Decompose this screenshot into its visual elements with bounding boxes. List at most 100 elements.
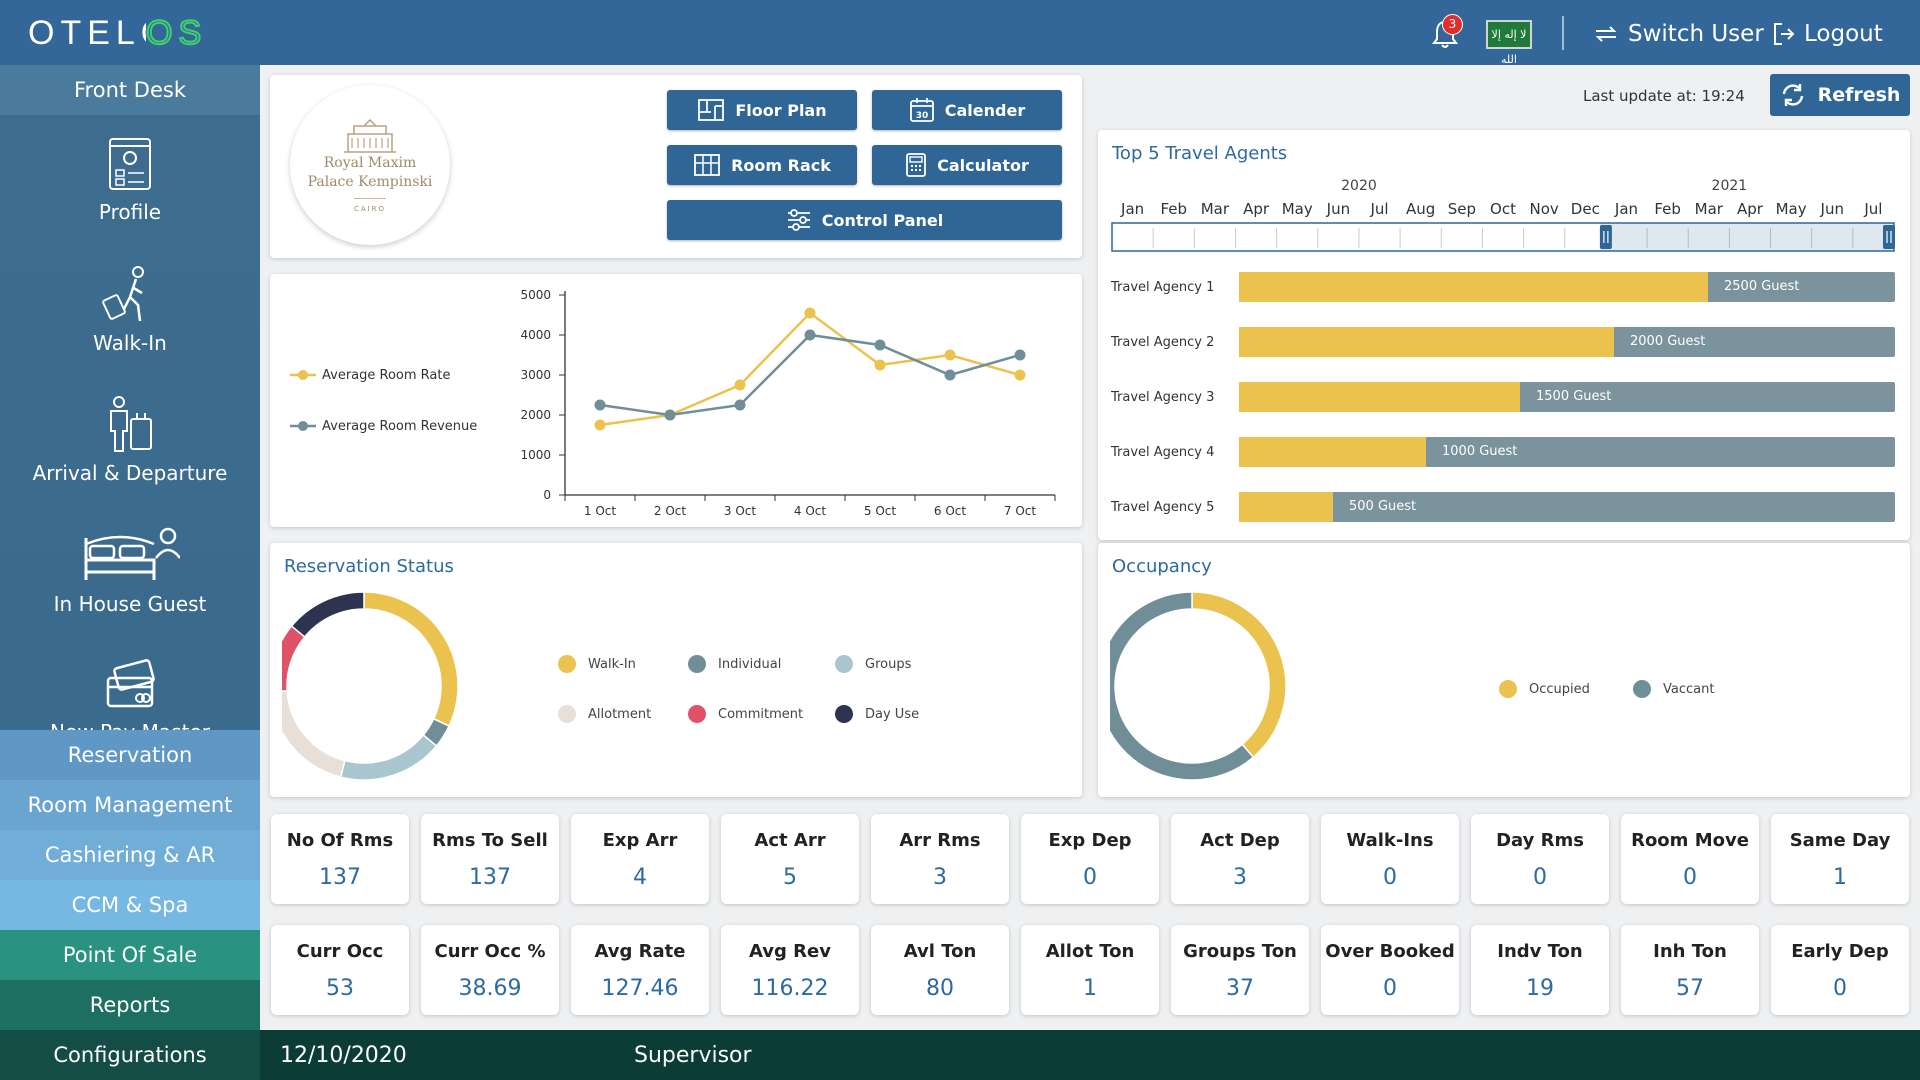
stat-tile[interactable]: Avg Rate 127.46 [571, 925, 709, 1015]
travel-agents-timeline[interactable]: 2020 2021 Jan Feb Mar Apr May Jun Jul Aug Sep Oct No… [1098, 170, 1910, 260]
menu-item-point-of-sale[interactable]: Point Of Sale [0, 930, 260, 980]
calculator-button[interactable]: Calculator [872, 145, 1062, 185]
legend-item[interactable]: Commitment [688, 705, 803, 723]
stat-tile[interactable]: Early Dep 0 [1771, 925, 1909, 1015]
timeline-month-label[interactable]: May [1776, 200, 1807, 218]
floor-plan-button[interactable]: Floor Plan [667, 90, 857, 130]
donut-slice[interactable] [363, 591, 459, 728]
data-point[interactable] [1014, 369, 1026, 381]
data-point[interactable] [804, 329, 816, 341]
data-point[interactable] [1014, 349, 1026, 361]
stat-tile[interactable]: Act Arr 5 [721, 814, 859, 904]
donut-slice[interactable] [1110, 591, 1255, 781]
sidebar-header[interactable]: Front Desk [0, 65, 260, 115]
stat-tile[interactable]: Same Day 1 [1771, 814, 1909, 904]
data-point[interactable] [804, 307, 816, 319]
timeline-month-label[interactable]: Nov [1530, 200, 1559, 218]
data-point[interactable] [874, 339, 886, 351]
legend-item[interactable]: Occupied [1499, 680, 1590, 698]
otelos-logo[interactable]: OTELOS OS [28, 12, 228, 52]
menu-item-room-management[interactable]: Room Management [0, 780, 260, 830]
donut-slice[interactable] [282, 625, 306, 692]
timeline-month-label[interactable]: Mar [1201, 200, 1230, 218]
data-point[interactable] [944, 349, 956, 361]
stat-tile[interactable]: Exp Dep 0 [1021, 814, 1159, 904]
legend-item[interactable]: Day Use [835, 705, 919, 723]
timeline-month-label[interactable]: Jan [1614, 200, 1638, 218]
stat-tile[interactable]: Walk-Ins 0 [1321, 814, 1459, 904]
timeline-month-label[interactable]: Mar [1695, 200, 1724, 218]
switch-user-button[interactable]: Switch User [1592, 18, 1764, 50]
legend-item[interactable]: Vaccant [1633, 680, 1714, 698]
stat-tile[interactable]: Arr Rms 3 [871, 814, 1009, 904]
stat-tile[interactable]: Day Rms 0 [1471, 814, 1609, 904]
language-flag-icon[interactable]: لا إله إلا الله [1486, 20, 1532, 66]
stat-tile[interactable]: Avl Ton 80 [871, 925, 1009, 1015]
timeline-month-label[interactable]: Jul [1863, 200, 1882, 218]
menu-item-reservation[interactable]: Reservation [0, 730, 260, 780]
timeline-track[interactable] [1111, 222, 1895, 252]
timeline-month-label[interactable]: Jan [1120, 200, 1144, 218]
donut-slice[interactable] [339, 734, 438, 781]
menu-item-cashiering-ar[interactable]: Cashiering & AR [0, 830, 260, 880]
donut-slice[interactable] [1191, 591, 1287, 759]
legend-item[interactable]: Groups [835, 655, 911, 673]
sidebar-tile-new-pay-master[interactable]: New Pay Master [0, 635, 260, 730]
sidebar-tile-profile[interactable]: Profile [0, 115, 260, 245]
timeline-month-label[interactable]: Sep [1448, 200, 1476, 218]
legend-item[interactable]: Individual [688, 655, 781, 673]
timeline-selection[interactable] [1599, 223, 1894, 251]
stat-tile[interactable]: No Of Rms 137 [271, 814, 409, 904]
donut-slice[interactable] [282, 690, 346, 778]
stat-tile[interactable]: Rms To Sell 137 [421, 814, 559, 904]
travel-agency-bar[interactable]: 1000 Guest [1239, 437, 1895, 467]
stat-tile[interactable]: Curr Occ 53 [271, 925, 409, 1015]
legend-item[interactable]: Allotment [558, 705, 651, 723]
sidebar-tile-in-house-guest[interactable]: In House Guest [0, 505, 260, 635]
stat-tile[interactable]: Over Booked 0 [1321, 925, 1459, 1015]
timeline-month-label[interactable]: Jun [1820, 200, 1844, 218]
timeline-month-label[interactable]: Feb [1160, 200, 1187, 218]
data-point[interactable] [664, 409, 676, 421]
travel-agency-bar[interactable]: 2000 Guest [1239, 327, 1895, 357]
travel-agency-bar[interactable]: 1500 Guest [1239, 382, 1895, 412]
data-point[interactable] [594, 419, 606, 431]
timeline-handle[interactable] [1599, 225, 1612, 249]
timeline-month-label[interactable]: Apr [1243, 200, 1270, 218]
sidebar-tile-arrival-departure[interactable]: Arrival & Departure [0, 375, 260, 505]
timeline-month-label[interactable]: Jun [1326, 200, 1350, 218]
timeline-month-label[interactable]: Oct [1490, 200, 1516, 218]
menu-item-ccm-spa[interactable]: CCM & Spa [0, 880, 260, 930]
data-point[interactable] [594, 399, 606, 411]
stat-tile[interactable]: Curr Occ % 38.69 [421, 925, 559, 1015]
stat-tile[interactable]: Exp Arr 4 [571, 814, 709, 904]
travel-agency-bar[interactable]: 500 Guest [1239, 492, 1895, 522]
data-point[interactable] [944, 369, 956, 381]
logout-button[interactable]: Logout [1772, 18, 1883, 50]
timeline-month-label[interactable]: Aug [1406, 200, 1435, 218]
stat-tile[interactable]: Avg Rev 116.22 [721, 925, 859, 1015]
travel-agency-bar[interactable]: 2500 Guest [1239, 272, 1895, 302]
timeline-month-label[interactable]: May [1282, 200, 1313, 218]
data-point[interactable] [734, 399, 746, 411]
menu-item-reports[interactable]: Reports [0, 980, 260, 1030]
stat-tile[interactable]: Groups Ton 37 [1171, 925, 1309, 1015]
timeline-month-label[interactable]: Apr [1737, 200, 1764, 218]
timeline-handle[interactable] [1883, 225, 1895, 249]
stat-tile[interactable]: Room Move 0 [1621, 814, 1759, 904]
donut-slice[interactable] [290, 591, 365, 638]
menu-item-configurations[interactable]: Configurations [0, 1030, 260, 1080]
room-rack-button[interactable]: Room Rack [667, 145, 857, 185]
timeline-month-label[interactable]: Feb [1654, 200, 1681, 218]
stat-tile[interactable]: Act Dep 3 [1171, 814, 1309, 904]
legend-item[interactable]: Walk-In [558, 655, 636, 673]
refresh-button[interactable]: Refresh [1770, 74, 1910, 116]
data-point[interactable] [874, 359, 886, 371]
timeline-month-label[interactable]: Jul [1369, 200, 1388, 218]
timeline-month-label[interactable]: Dec [1571, 200, 1600, 218]
stat-tile[interactable]: Allot Ton 1 [1021, 925, 1159, 1015]
stat-tile[interactable]: Inh Ton 57 [1621, 925, 1759, 1015]
sidebar-tile-walk-in[interactable]: Walk-In [0, 245, 260, 375]
stat-tile[interactable]: Indv Ton 19 [1471, 925, 1609, 1015]
calender-button[interactable]: 30 Calender [872, 90, 1062, 130]
